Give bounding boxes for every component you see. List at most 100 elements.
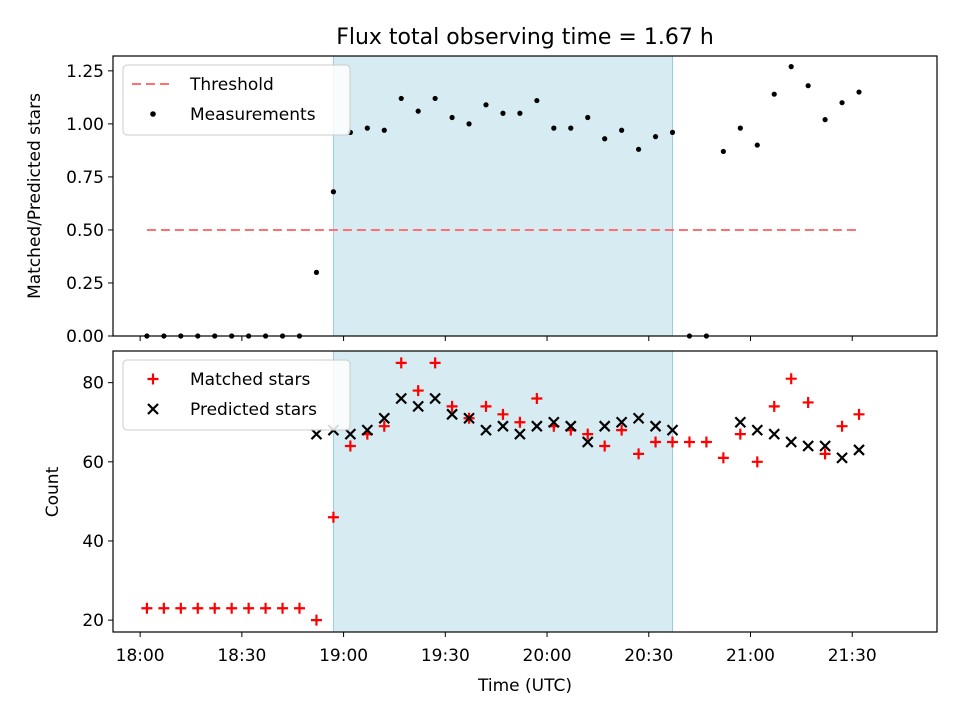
top-y-axis-label: Matched/Predicted stars xyxy=(25,93,45,299)
data-point xyxy=(344,440,356,452)
data-point xyxy=(514,416,526,428)
data-point xyxy=(717,452,729,464)
data-point xyxy=(141,602,153,614)
highlight-span xyxy=(332,350,674,633)
x-tick-label: 19:00 xyxy=(319,646,368,666)
data-point xyxy=(565,420,577,432)
data-point xyxy=(788,64,794,70)
legend xyxy=(122,359,351,431)
data-point xyxy=(310,428,323,440)
data-point xyxy=(853,444,865,456)
data-point xyxy=(548,416,560,429)
legend-plus-swatch xyxy=(147,373,159,385)
data-point xyxy=(412,385,424,397)
data-point xyxy=(853,408,865,420)
data-point xyxy=(500,110,506,116)
data-point xyxy=(649,420,662,432)
data-point xyxy=(650,436,662,448)
x-tick-label: 18:30 xyxy=(217,646,266,666)
data-point xyxy=(819,448,831,460)
chart-title: Flux total observing time = 1.67 h xyxy=(336,25,714,50)
y-tick-label: 40 xyxy=(82,532,104,552)
data-point xyxy=(294,602,306,614)
data-point xyxy=(785,373,797,385)
bottom-y-axis-label: Count xyxy=(43,466,63,517)
legend-label: Measurements xyxy=(190,105,316,125)
x-axis-label: Time (UTC) xyxy=(477,676,572,696)
data-point xyxy=(531,420,543,432)
data-point xyxy=(836,420,848,432)
data-point xyxy=(666,424,679,436)
data-point xyxy=(754,142,760,148)
bottom-panel: 20 40 60 80 18:00 18:30 19:00 19:30 20:00 20:30 21… xyxy=(82,350,938,666)
data-point xyxy=(449,114,455,121)
data-point xyxy=(398,95,404,102)
data-point xyxy=(734,416,747,429)
data-point xyxy=(581,436,594,448)
data-point xyxy=(466,121,472,127)
data-point xyxy=(497,408,509,420)
data-point xyxy=(700,436,712,448)
data-point xyxy=(260,602,272,614)
data-point xyxy=(327,511,339,523)
y-tick-label: 0.25 xyxy=(66,274,104,294)
data-point xyxy=(243,602,255,614)
data-point xyxy=(395,392,408,405)
data-point xyxy=(652,134,659,140)
y-tick-label: 80 xyxy=(82,374,104,394)
data-point xyxy=(802,440,814,452)
data-point xyxy=(158,602,170,614)
data-point xyxy=(568,125,574,131)
data-point xyxy=(805,83,811,89)
y-tick-label: 20 xyxy=(82,611,104,631)
y-tick-label: 0.50 xyxy=(66,221,104,241)
data-point xyxy=(599,440,611,452)
data-point xyxy=(785,436,797,448)
data-point xyxy=(361,424,374,436)
data-point xyxy=(192,602,204,614)
legend-label: Predicted stars xyxy=(190,400,317,420)
data-point xyxy=(364,125,370,131)
y-tick-label: 0.75 xyxy=(66,168,104,188)
axes-frame xyxy=(112,55,938,337)
data-point xyxy=(463,412,475,425)
data-point xyxy=(497,420,509,432)
data-point xyxy=(378,420,390,432)
y-tick-label: 60 xyxy=(82,453,104,473)
data-point xyxy=(602,136,608,142)
data-point xyxy=(483,102,489,108)
data-point xyxy=(802,396,814,408)
legend xyxy=(122,64,351,136)
data-point xyxy=(175,602,187,614)
legend-x-swatch xyxy=(147,403,159,415)
data-point xyxy=(667,436,679,448)
data-point xyxy=(768,428,781,440)
x-tick-label: 20:00 xyxy=(523,646,572,666)
data-point xyxy=(381,127,387,133)
data-point xyxy=(751,424,764,436)
data-point xyxy=(429,357,441,369)
data-point xyxy=(209,602,221,614)
data-point xyxy=(856,89,862,95)
data-point xyxy=(616,424,628,436)
x-tick-label: 20:30 xyxy=(624,646,673,666)
data-point xyxy=(839,100,845,106)
data-point xyxy=(480,424,492,436)
data-point xyxy=(330,189,337,195)
data-point xyxy=(582,428,594,440)
x-tick-label: 21:00 xyxy=(726,646,775,666)
legend-dot-swatch xyxy=(150,111,156,117)
data-point xyxy=(633,448,645,460)
data-point xyxy=(480,400,492,412)
data-point xyxy=(313,269,320,275)
y-tick-label: 0.00 xyxy=(66,327,104,347)
data-point xyxy=(432,95,438,102)
data-point xyxy=(429,392,441,405)
data-point xyxy=(446,408,458,421)
y-tick-label: 1.25 xyxy=(66,62,104,82)
data-point xyxy=(737,125,743,131)
x-tick-label: 19:30 xyxy=(421,646,470,666)
data-point xyxy=(585,114,591,121)
data-point xyxy=(412,400,424,413)
